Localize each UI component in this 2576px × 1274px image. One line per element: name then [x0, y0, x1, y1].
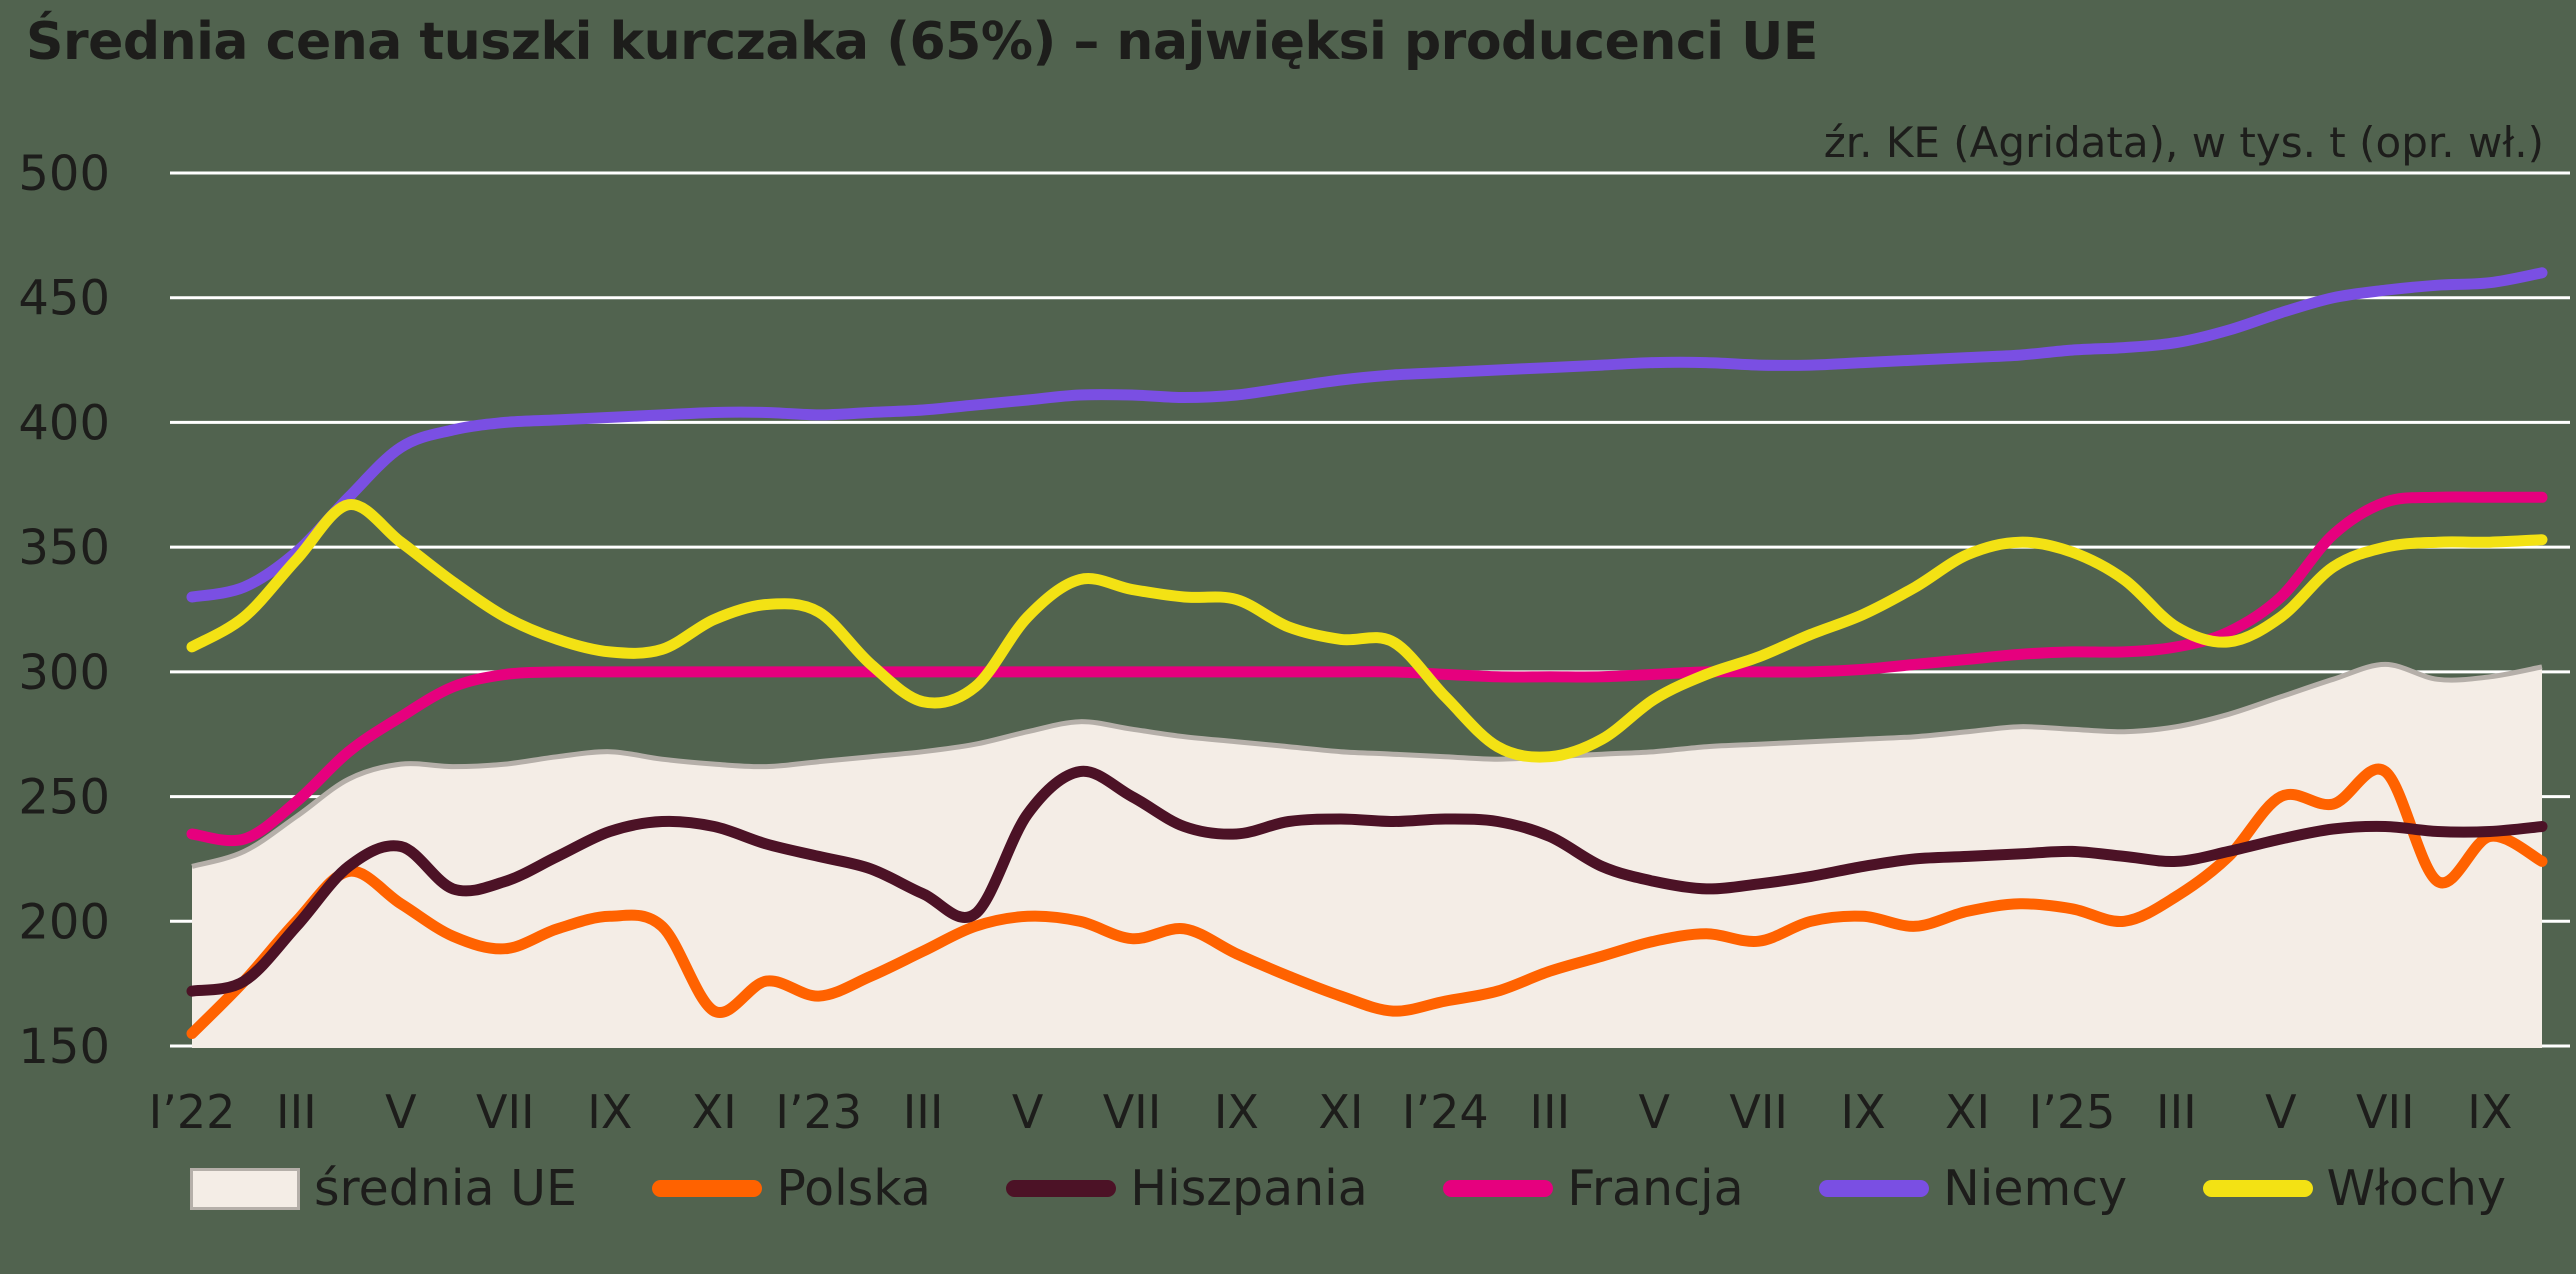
- x-tick-label: IX: [1214, 1085, 1259, 1139]
- x-tick-label: III: [276, 1085, 317, 1139]
- y-tick-label-150: 150: [18, 1019, 110, 1075]
- x-tick-label: IX: [587, 1085, 632, 1139]
- legend-item-polska: Polska: [652, 1160, 931, 1217]
- x-tick-label: I’23: [775, 1085, 862, 1139]
- legend-swatch-francja: [1443, 1180, 1554, 1197]
- x-tick-label: III: [1529, 1085, 1570, 1139]
- series-area-stroke-s-rednia-ue: [191, 661, 2543, 869]
- x-tick-label: I’25: [2029, 1085, 2116, 1139]
- series-line-niemcy: [186, 267, 2548, 603]
- legend-swatch-hiszpania: [1006, 1180, 1117, 1197]
- x-tick-label: XI: [1945, 1085, 1990, 1139]
- x-tick-label: IX: [2467, 1085, 2512, 1139]
- legend-swatch-wlochy: [2202, 1180, 2313, 1197]
- legend-item-francja: Francja: [1443, 1160, 1744, 1217]
- x-tick-label: III: [2156, 1085, 2197, 1139]
- x-tick-label: VII: [1729, 1085, 1788, 1139]
- x-tick-label: XI: [1318, 1085, 1363, 1139]
- x-tick-label: V: [1638, 1085, 1670, 1139]
- legend: średnia UE Polska Hiszpania Francja Niemcy Wł…: [190, 1164, 2506, 1213]
- x-tick-label: VII: [476, 1085, 535, 1139]
- y-tick-label-350: 350: [18, 520, 110, 576]
- legend-item-s-rednia-ue: średnia UE: [190, 1164, 577, 1213]
- y-tick-label-450: 450: [18, 271, 110, 327]
- legend-swatch-niemcy: [1819, 1180, 1930, 1197]
- x-tick-label: III: [903, 1085, 944, 1139]
- legend-swatch-s-rednia-ue: [190, 1167, 300, 1210]
- y-tick-label-400: 400: [18, 395, 110, 451]
- legend-item-hiszpania: Hiszpania: [1006, 1164, 1368, 1213]
- y-tick-label-250: 250: [18, 770, 110, 826]
- legend-label-niemcy: Niemcy: [1943, 1160, 2128, 1217]
- x-tick-label: V: [385, 1085, 417, 1139]
- legend-item-niemcy: Niemcy: [1819, 1164, 2127, 1213]
- legend-label-s-rednia-ue: średnia UE: [314, 1160, 577, 1217]
- legend-swatch-polska: [652, 1180, 763, 1197]
- x-tick-label: I’24: [1402, 1085, 1489, 1139]
- chart-title: Średnia cena tuszki kurczaka (65%) – naj…: [26, 12, 1818, 72]
- legend-label-wlochy: Włochy: [2326, 1160, 2506, 1217]
- x-tick-label: IX: [1841, 1085, 1886, 1139]
- series-line-francja: [186, 491, 2548, 847]
- x-tick-label: V: [2265, 1085, 2297, 1139]
- y-tick-label-200: 200: [18, 894, 110, 950]
- legend-label-francja: Francja: [1567, 1160, 1744, 1217]
- y-tick-label-300: 300: [18, 645, 110, 701]
- series-line-hiszpania: [186, 765, 2548, 997]
- source-note: źr. KE (Agridata), w tys. t (opr. wł.): [1823, 118, 2544, 167]
- legend-label-polska: Polska: [776, 1160, 931, 1217]
- legend-item-wlochy: Włochy: [2202, 1160, 2506, 1217]
- y-tick-label-500: 500: [18, 146, 110, 202]
- legend-label-hiszpania: Hiszpania: [1130, 1160, 1368, 1217]
- series-line-wlochy: [186, 499, 2548, 763]
- x-tick-label: VII: [2356, 1085, 2415, 1139]
- series-line-polska: [186, 763, 2548, 1039]
- x-tick-label: I’22: [149, 1085, 236, 1139]
- x-tick-label: V: [1012, 1085, 1044, 1139]
- series-area-s-rednia-ue: [192, 664, 2542, 1048]
- x-tick-label: VII: [1103, 1085, 1162, 1139]
- x-tick-label: XI: [692, 1085, 737, 1139]
